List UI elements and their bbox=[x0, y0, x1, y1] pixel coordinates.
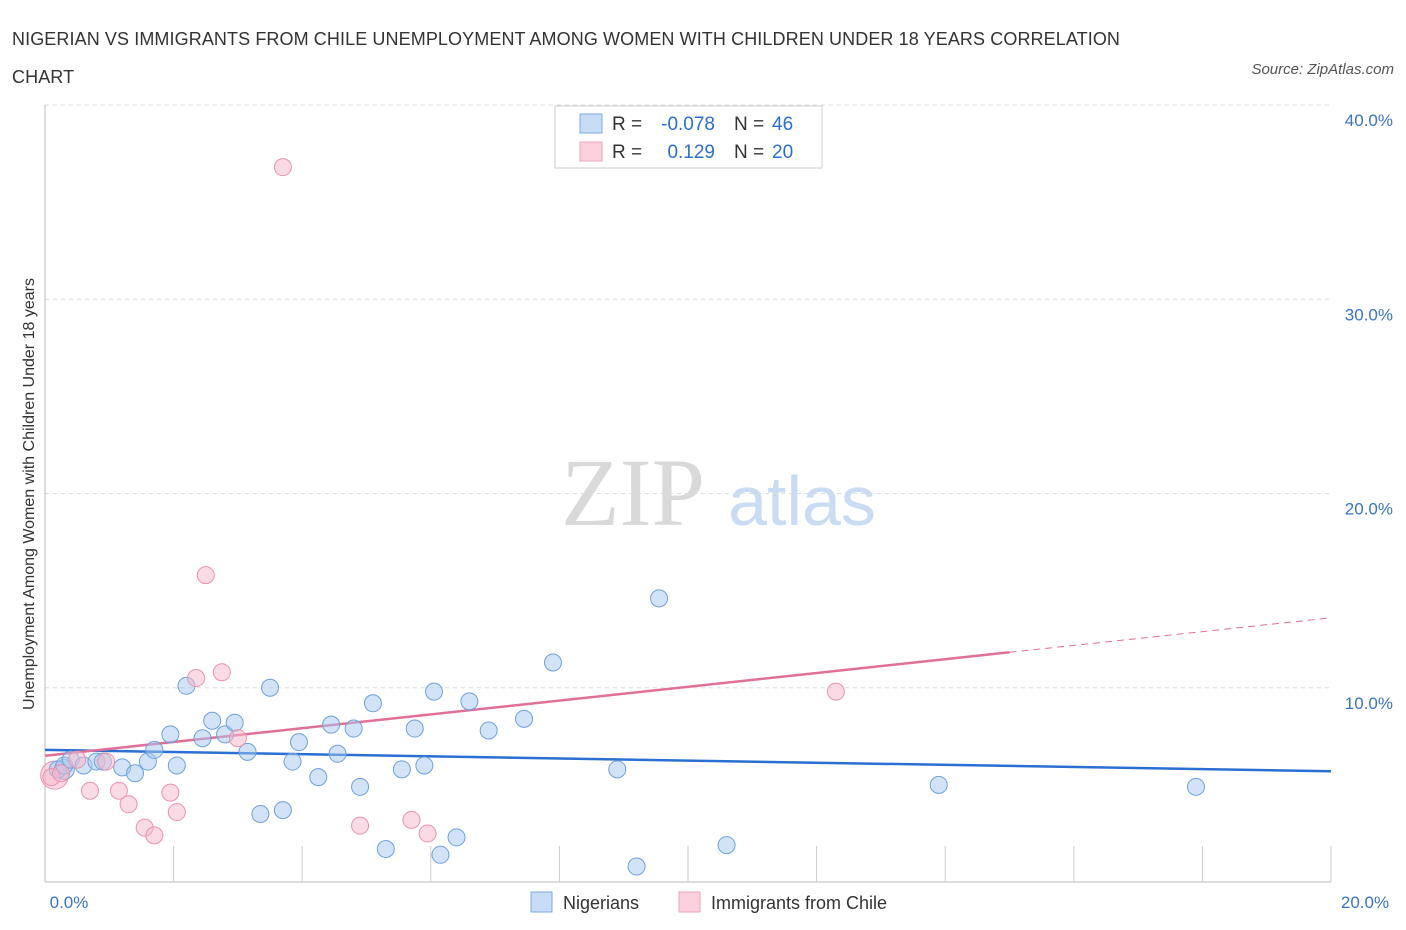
legend-swatch-nigerians bbox=[530, 891, 553, 913]
point-nigerians bbox=[627, 857, 646, 876]
stats-r-label-chile: R = bbox=[612, 142, 642, 163]
point-nigerians bbox=[145, 740, 164, 759]
stats-n-label-chile: N = bbox=[734, 142, 764, 163]
y-tick-label: 10.0% bbox=[1345, 694, 1393, 713]
stats-swatch-chile bbox=[579, 141, 603, 162]
trend-line-chile bbox=[44, 651, 1010, 757]
point-chile bbox=[97, 752, 116, 771]
point-chile bbox=[109, 781, 128, 800]
stats-legend: R = -0.078 N = 46 R = 0.129 N = 20 bbox=[554, 105, 823, 169]
chart-title: NIGERIAN VS IMMIGRANTS FROM CHILE UNEMPL… bbox=[12, 29, 1121, 87]
stats-r-value-nigerians: -0.078 bbox=[661, 114, 715, 135]
trend-line-nigerians bbox=[44, 748, 1332, 773]
stats-r-label-nigerians: R = bbox=[612, 114, 642, 135]
point-chile bbox=[145, 826, 164, 845]
point-nigerians bbox=[203, 711, 222, 730]
x-tick-label-min: 0.0% bbox=[50, 893, 89, 912]
legend-label-nigerians: Nigerians bbox=[563, 893, 639, 913]
point-nigerians bbox=[425, 682, 444, 701]
point-nigerians bbox=[322, 715, 341, 734]
point-nigerians bbox=[161, 725, 180, 744]
point-nigerians bbox=[405, 719, 424, 738]
point-nigerians bbox=[283, 752, 302, 771]
y-tick-labels: 10.0% 20.0% 30.0% 40.0% bbox=[1345, 111, 1393, 713]
point-chile bbox=[212, 663, 231, 682]
gridlines bbox=[45, 104, 1331, 689]
y-tick-label: 40.0% bbox=[1345, 111, 1393, 130]
data-points bbox=[40, 158, 1205, 876]
point-chile bbox=[187, 669, 206, 688]
point-chile bbox=[228, 729, 247, 748]
point-nigerians bbox=[344, 719, 363, 738]
point-nigerians bbox=[251, 805, 270, 824]
trend-line-chile-projection bbox=[1009, 617, 1332, 653]
point-chile bbox=[52, 764, 71, 783]
point-nigerians bbox=[328, 744, 347, 763]
point-chile bbox=[81, 781, 100, 800]
stats-n-value-nigerians: 46 bbox=[772, 114, 793, 135]
point-nigerians bbox=[447, 828, 466, 847]
point-nigerians bbox=[479, 721, 498, 740]
point-chile bbox=[161, 783, 180, 802]
watermark-atlas: atlas bbox=[728, 462, 876, 540]
point-nigerians bbox=[431, 845, 450, 864]
point-chile bbox=[167, 803, 186, 822]
stats-swatch-nigerians bbox=[579, 113, 603, 134]
stats-r-value-chile: 0.129 bbox=[667, 142, 715, 163]
point-nigerians bbox=[392, 760, 411, 779]
point-nigerians bbox=[351, 777, 370, 796]
source-label: Source: ZipAtlas.com bbox=[1251, 61, 1394, 78]
x-ticks bbox=[173, 846, 1332, 882]
point-nigerians bbox=[273, 801, 292, 820]
watermark: ZIP atlas bbox=[561, 439, 876, 546]
x-tick-label-max: 20.0% bbox=[1341, 893, 1389, 912]
stats-n-value-chile: 20 bbox=[772, 142, 793, 163]
point-nigerians bbox=[309, 768, 328, 787]
point-chile bbox=[351, 816, 370, 835]
point-nigerians bbox=[415, 756, 434, 775]
watermark-zip: ZIP bbox=[561, 439, 705, 546]
point-nigerians bbox=[193, 729, 212, 748]
point-chile bbox=[273, 158, 292, 177]
point-nigerians bbox=[363, 694, 382, 713]
point-nigerians bbox=[608, 760, 627, 779]
point-nigerians bbox=[261, 678, 280, 697]
y-axis-label: Unemployment Among Women with Children U… bbox=[21, 278, 38, 710]
point-chile bbox=[418, 824, 437, 843]
y-tick-label: 30.0% bbox=[1345, 305, 1393, 324]
point-chile bbox=[119, 795, 138, 814]
point-nigerians bbox=[167, 756, 186, 775]
series-legend: Nigerians Immigrants from Chile bbox=[530, 891, 887, 913]
point-nigerians bbox=[929, 775, 948, 794]
point-nigerians bbox=[1186, 777, 1205, 796]
point-nigerians bbox=[225, 713, 244, 732]
point-nigerians bbox=[650, 589, 669, 608]
y-tick-label: 20.0% bbox=[1345, 500, 1393, 519]
point-nigerians bbox=[460, 692, 479, 711]
point-nigerians bbox=[376, 839, 395, 858]
stats-n-label-nigerians: N = bbox=[734, 114, 764, 135]
trend-lines bbox=[44, 617, 1332, 773]
point-nigerians bbox=[717, 836, 736, 855]
point-chile bbox=[196, 566, 215, 585]
point-chile bbox=[402, 810, 421, 829]
point-chile bbox=[68, 750, 87, 769]
legend-label-chile: Immigrants from Chile bbox=[711, 893, 887, 913]
point-nigerians bbox=[238, 742, 257, 761]
point-nigerians bbox=[289, 733, 308, 752]
point-nigerians bbox=[515, 709, 534, 728]
legend-swatch-chile bbox=[678, 891, 701, 913]
point-chile bbox=[826, 682, 845, 701]
point-nigerians bbox=[543, 653, 562, 672]
point-nigerians bbox=[126, 764, 145, 783]
